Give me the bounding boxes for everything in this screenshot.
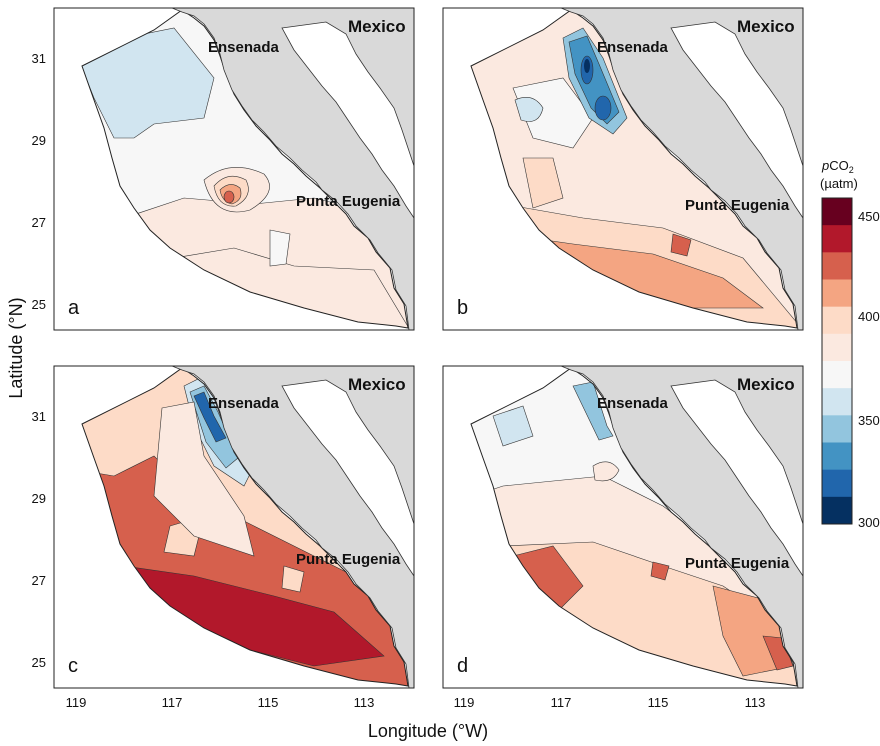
colorbar-swatch: [822, 333, 852, 362]
colorbar-swatch: [822, 225, 852, 253]
colorbar-tick: 300: [858, 515, 880, 530]
colorbar-title: pCO2: [821, 158, 854, 175]
lon-tick: 113: [745, 695, 766, 710]
panel-a: Mexico Ensenada Punta Eugenia a: [53, 7, 415, 331]
lon-axis-right: 119 117 115 113: [454, 695, 766, 710]
lat-tick: 31: [32, 409, 46, 424]
y-axis-title: Latitude (°N): [6, 297, 26, 398]
x-axis-title: Longitude (°W): [368, 721, 488, 741]
place-label-city: Ensenada: [597, 395, 669, 412]
colorbar-swatch: [822, 415, 852, 443]
lon-tick: 119: [454, 695, 475, 710]
lat-tick: 27: [32, 215, 46, 230]
place-label-city: Ensenada: [597, 39, 669, 56]
colorbar-swatch: [822, 306, 852, 335]
colorbar-units: (µatm): [820, 176, 858, 191]
place-label-cape: Punta Eugenia: [685, 555, 790, 572]
place-label-country: Mexico: [348, 17, 406, 36]
place-label-cape: Punta Eugenia: [685, 197, 790, 214]
panel-b: Mexico Ensenada Punta Eugenia b: [442, 7, 804, 331]
panel-letter: d: [457, 655, 468, 677]
colorbar-swatch: [822, 279, 852, 308]
colorbar-swatches: [822, 198, 852, 525]
colorbar-swatch: [822, 252, 852, 280]
lat-axis-bottom: 31 29 27 25: [32, 409, 46, 670]
panel-letter: b: [457, 297, 468, 319]
lon-tick: 117: [551, 695, 572, 710]
place-label-city: Ensenada: [208, 395, 280, 412]
colorbar-tick: 350: [858, 413, 880, 428]
colorbar-swatch: [822, 388, 852, 416]
lat-tick: 27: [32, 573, 46, 588]
lat-axis-top: 31 29 27 25: [32, 51, 46, 312]
colorbar-tick: 400: [858, 309, 880, 324]
panel-letter: c: [68, 655, 78, 677]
colorbar-tick: 450: [858, 209, 880, 224]
colorbar-swatch: [822, 361, 852, 389]
lon-tick: 115: [648, 695, 669, 710]
colorbar-swatch: [822, 442, 852, 471]
panel-letter: a: [68, 297, 80, 319]
place-label-city: Ensenada: [208, 39, 280, 56]
colorbar: pCO2 (µatm) 450 400 350 300: [820, 158, 880, 530]
lat-tick: 29: [32, 133, 46, 148]
lat-tick: 25: [32, 655, 46, 670]
place-label-country: Mexico: [737, 375, 795, 394]
lon-tick: 113: [354, 695, 375, 710]
lon-axis-left: 119 117 115 113: [66, 695, 375, 710]
lon-tick: 115: [258, 695, 279, 710]
place-label-country: Mexico: [737, 17, 795, 36]
place-label-cape: Punta Eugenia: [296, 193, 401, 210]
lon-tick: 119: [66, 695, 87, 710]
colorbar-swatch: [822, 496, 852, 525]
colorbar-swatch: [822, 469, 852, 498]
lat-tick: 29: [32, 491, 46, 506]
lat-tick: 25: [32, 297, 46, 312]
panel-d: Mexico Ensenada Punta Eugenia d: [442, 365, 804, 689]
lat-tick: 31: [32, 51, 46, 66]
place-label-cape: Punta Eugenia: [296, 551, 401, 568]
lon-tick: 117: [162, 695, 183, 710]
colorbar-swatch: [822, 198, 852, 226]
panel-c: Mexico Ensenada Punta Eugenia c: [53, 365, 415, 689]
place-label-country: Mexico: [348, 375, 406, 394]
